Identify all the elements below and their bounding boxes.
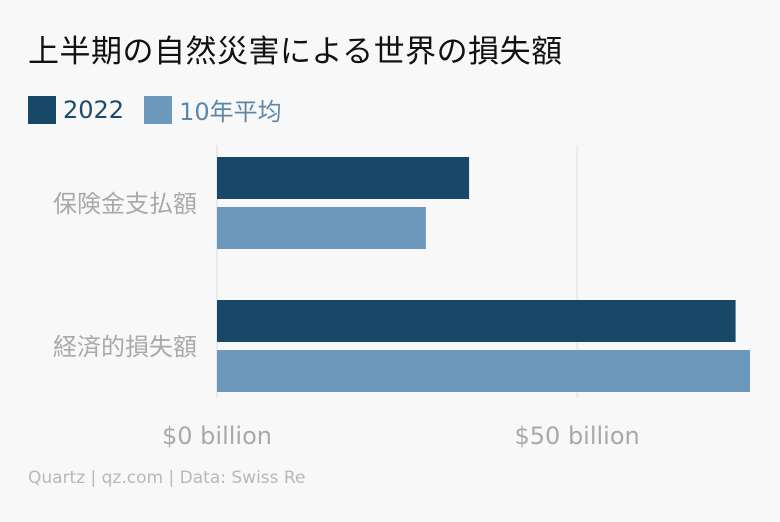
legend-label-2022: 2022 <box>63 95 125 124</box>
source-credit: Quartz | qz.com | Data: Swiss Re <box>28 468 306 488</box>
category-label-0: 保険金支払額 <box>53 190 197 218</box>
bar-0-0 <box>217 157 470 199</box>
legend-item-10yr-avg: 10年平均 <box>144 92 282 127</box>
bar-1-1 <box>217 350 750 392</box>
chart-title: 上半期の自然災害による世界の損失額 <box>28 34 563 70</box>
bar-0-1 <box>217 207 426 249</box>
legend-swatch-10yr-avg <box>144 95 173 124</box>
category-label-1: 経済的損失額 <box>53 333 197 361</box>
legend-label-10yr-avg: 10年平均 <box>179 98 282 126</box>
x-tick-label-1: $50 billion <box>515 422 640 450</box>
x-tick-label-0: $0 billion <box>162 422 272 450</box>
legend-item-2022: 2022 <box>28 95 125 124</box>
legend-swatch-2022 <box>28 95 56 124</box>
legend: 2022 10年平均 <box>28 92 302 127</box>
bar-1-0 <box>217 300 736 342</box>
